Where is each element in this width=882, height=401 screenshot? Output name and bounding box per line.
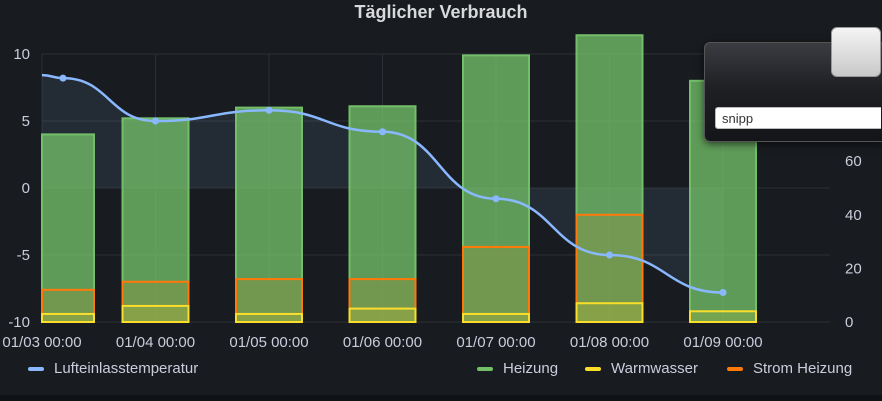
x-axis-tick-label: 01/08 00:00 bbox=[570, 334, 649, 351]
temperature-line bbox=[41, 73, 724, 294]
temperature-point bbox=[606, 251, 613, 259]
bar-warmwasser bbox=[121, 304, 190, 324]
bar-strom-heizung bbox=[121, 280, 190, 323]
right-axis-tick-label: 60 bbox=[845, 153, 862, 170]
bar-warmwasser bbox=[348, 307, 417, 324]
bar-warmwasser bbox=[235, 312, 303, 323]
bar-warmwasser bbox=[41, 312, 95, 323]
left-axis-tick-label: 0 bbox=[22, 180, 30, 197]
panel-title: Täglicher Verbrauch bbox=[354, 2, 528, 22]
x-axis-tick-label: 01/05 00:00 bbox=[229, 334, 308, 351]
legend-item-strom-heizung[interactable]: Strom Heizung bbox=[727, 360, 852, 377]
right-axis-tick-label: 20 bbox=[845, 260, 862, 277]
bottom-bar bbox=[0, 395, 882, 401]
bar-heizung bbox=[348, 105, 417, 324]
popup-handle[interactable] bbox=[831, 27, 881, 77]
right-axis-tick-label: 40 bbox=[845, 207, 862, 224]
temperature-point bbox=[492, 195, 500, 203]
temperature-point bbox=[719, 289, 727, 297]
bar-strom-heizung bbox=[348, 278, 417, 323]
legend-swatch bbox=[585, 366, 601, 371]
legend: Lufteinlasstemperatur Heizung Warmwasser… bbox=[0, 360, 882, 380]
x-axis-tick-label: 01/06 00:00 bbox=[343, 334, 422, 351]
temperature-point bbox=[265, 106, 273, 114]
right-axis-tick-label: 0 bbox=[845, 314, 853, 331]
legend-label: Lufteinlasstemperatur bbox=[54, 360, 199, 377]
bar-warmwasser bbox=[575, 302, 644, 323]
x-axis-tick-label: 01/07 00:00 bbox=[456, 334, 535, 351]
left-axis-tick-label: 5 bbox=[22, 113, 30, 130]
left-axis-tick-label: 10 bbox=[13, 46, 30, 63]
legend-label: Strom Heizung bbox=[753, 360, 853, 377]
legend-swatch bbox=[727, 366, 743, 371]
temperature-point bbox=[379, 128, 386, 136]
bar-warmwasser bbox=[462, 312, 530, 323]
bar-warmwasser bbox=[689, 310, 757, 323]
x-axis-tick-label: 01/04 00:00 bbox=[116, 334, 195, 351]
temperature-point bbox=[152, 117, 159, 125]
bar-heizung bbox=[575, 34, 644, 324]
legend-swatch bbox=[28, 366, 44, 371]
legend-item-warmwasser[interactable]: Warmwasser bbox=[585, 360, 698, 377]
legend-label: Warmwasser bbox=[611, 360, 698, 377]
legend-swatch bbox=[477, 366, 493, 371]
temperature-point bbox=[59, 74, 67, 82]
bar-strom-heizung bbox=[462, 245, 530, 324]
snippet-search-input[interactable] bbox=[715, 107, 881, 129]
snippet-popup bbox=[704, 27, 882, 142]
legend-item-heizung[interactable]: Heizung bbox=[477, 360, 558, 377]
bar-strom-heizung bbox=[41, 288, 95, 323]
legend-label: Heizung bbox=[503, 360, 559, 377]
x-axis-tick-label: 01/03 00:00 bbox=[2, 334, 81, 351]
left-axis-tick-label: -10 bbox=[8, 314, 30, 331]
x-axis-tick-label: 01/09 00:00 bbox=[683, 334, 762, 351]
left-axis-tick-label: -5 bbox=[17, 247, 30, 264]
bar-heizung bbox=[235, 106, 303, 323]
legend-item-lufteinlasstemperatur[interactable]: Lufteinlasstemperatur bbox=[28, 360, 198, 377]
